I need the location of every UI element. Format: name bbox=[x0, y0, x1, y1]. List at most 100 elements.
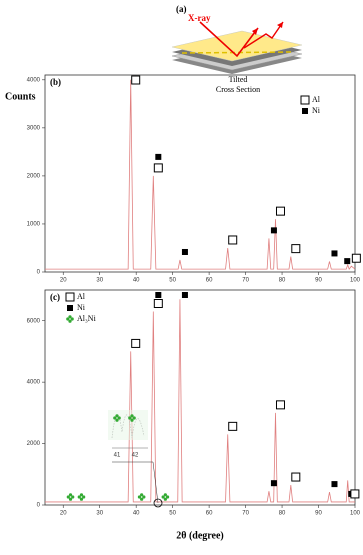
al-marker bbox=[228, 421, 238, 431]
x-tick-label: 30 bbox=[96, 511, 103, 517]
cross-dot bbox=[137, 495, 142, 499]
ni-marker bbox=[155, 292, 162, 298]
al-marker bbox=[275, 400, 285, 410]
al-marker bbox=[351, 253, 361, 263]
cross-dot bbox=[165, 495, 170, 499]
cross-dot bbox=[142, 495, 146, 499]
cross-dot bbox=[128, 416, 132, 420]
al-marker bbox=[65, 292, 75, 302]
cross-dot bbox=[79, 497, 84, 501]
cross-dot bbox=[161, 495, 165, 499]
cross-dot bbox=[79, 493, 84, 497]
beam-path bbox=[243, 21, 284, 49]
y-tick-label: 0 bbox=[37, 503, 41, 509]
beam-path bbox=[199, 21, 259, 58]
x-tick-label: 90 bbox=[315, 511, 322, 517]
al-marker bbox=[228, 235, 238, 245]
x-tick-label: 80 bbox=[279, 278, 286, 284]
inset-bg bbox=[108, 410, 148, 440]
al-marker bbox=[131, 338, 141, 348]
cross-dot bbox=[71, 495, 75, 499]
caption: Tilted bbox=[229, 75, 248, 84]
cross-dot bbox=[140, 493, 144, 497]
ni-marker bbox=[331, 481, 338, 488]
y-tick-label: 4000 bbox=[27, 380, 41, 386]
al3ni-marker bbox=[137, 493, 146, 501]
schematic: (a) X-ray Tilted Cross Section bbox=[171, 4, 303, 94]
x-tick-label: 70 bbox=[242, 511, 249, 517]
x-tick-label: 80 bbox=[279, 511, 286, 517]
al-marker bbox=[350, 489, 360, 499]
cross-dot bbox=[68, 319, 72, 323]
al-marker bbox=[291, 472, 301, 482]
plot-frame bbox=[44, 74, 356, 273]
ni-marker bbox=[344, 258, 351, 265]
cross-dot bbox=[70, 317, 74, 321]
dashed-line bbox=[181, 51, 293, 54]
x-tick-label: 20 bbox=[60, 511, 67, 517]
cross-dot bbox=[66, 495, 70, 499]
y-tick-label: 6000 bbox=[27, 318, 41, 324]
y-tick-label: 2000 bbox=[27, 441, 41, 447]
legend-label: Ni bbox=[77, 303, 86, 312]
cross-dot bbox=[113, 416, 117, 420]
y-tick-label: 0 bbox=[37, 270, 41, 276]
cross-dot bbox=[115, 414, 119, 418]
al-marker bbox=[300, 95, 310, 105]
x-tick-label: 40 bbox=[133, 278, 140, 284]
ni-marker bbox=[270, 227, 277, 234]
al-marker bbox=[291, 244, 301, 254]
slab-top bbox=[171, 30, 303, 62]
inset-tick-label: 42 bbox=[132, 453, 139, 459]
inset-tick-label: 41 bbox=[114, 453, 121, 459]
ni-marker bbox=[67, 305, 73, 311]
x-tick-label: 100 bbox=[350, 511, 361, 517]
x-tick-label: 60 bbox=[206, 278, 213, 284]
zoom-circle bbox=[153, 498, 163, 508]
x-tick-label: 50 bbox=[169, 278, 176, 284]
x-tick-label: 90 bbox=[315, 278, 322, 284]
beam-label: X-ray bbox=[188, 13, 211, 23]
al-marker bbox=[153, 163, 163, 173]
y-tick-label: 1000 bbox=[27, 222, 41, 228]
y-axis-label: Counts bbox=[5, 91, 36, 102]
x-tick-label: 70 bbox=[242, 278, 249, 284]
al3ni-marker bbox=[161, 493, 170, 501]
x-tick-label: 20 bbox=[60, 278, 67, 284]
x-tick-label: 40 bbox=[133, 511, 140, 517]
panel-label: (a) bbox=[176, 4, 187, 14]
cross-dot bbox=[68, 493, 73, 497]
ni-marker bbox=[270, 480, 277, 487]
arrow-head bbox=[252, 28, 258, 35]
cross-dot bbox=[115, 418, 119, 422]
caption: Cross Section bbox=[216, 85, 260, 94]
panel-label: (c) bbox=[50, 292, 60, 302]
cross-dot bbox=[68, 315, 72, 319]
spectrum-line bbox=[45, 299, 355, 503]
inset-pointer bbox=[152, 461, 159, 504]
al3ni-marker bbox=[128, 414, 136, 422]
cross-dot bbox=[117, 416, 121, 420]
arrow-head bbox=[277, 22, 283, 28]
al-marker bbox=[131, 75, 141, 85]
cross-dot bbox=[130, 418, 134, 422]
cross-dot bbox=[77, 495, 81, 499]
inset: 41 42 bbox=[108, 410, 163, 508]
legend-label: Al₃Ni bbox=[77, 314, 97, 323]
ni-marker bbox=[331, 250, 338, 257]
panel-label: (b) bbox=[50, 77, 61, 87]
y-tick-label: 4000 bbox=[27, 77, 41, 83]
ni-marker bbox=[155, 153, 162, 160]
x-axis-label: 2θ (degree) bbox=[176, 530, 224, 541]
ni-marker bbox=[181, 292, 188, 298]
ni-marker bbox=[181, 248, 188, 255]
x-tick-label: 60 bbox=[206, 511, 213, 517]
al-marker bbox=[275, 206, 285, 216]
cross-dot bbox=[82, 495, 86, 499]
ni-marker bbox=[302, 108, 308, 114]
al3ni-marker bbox=[66, 315, 74, 323]
al3ni-marker bbox=[66, 493, 75, 501]
cross-dot bbox=[66, 317, 70, 321]
cross-dot bbox=[163, 493, 167, 497]
